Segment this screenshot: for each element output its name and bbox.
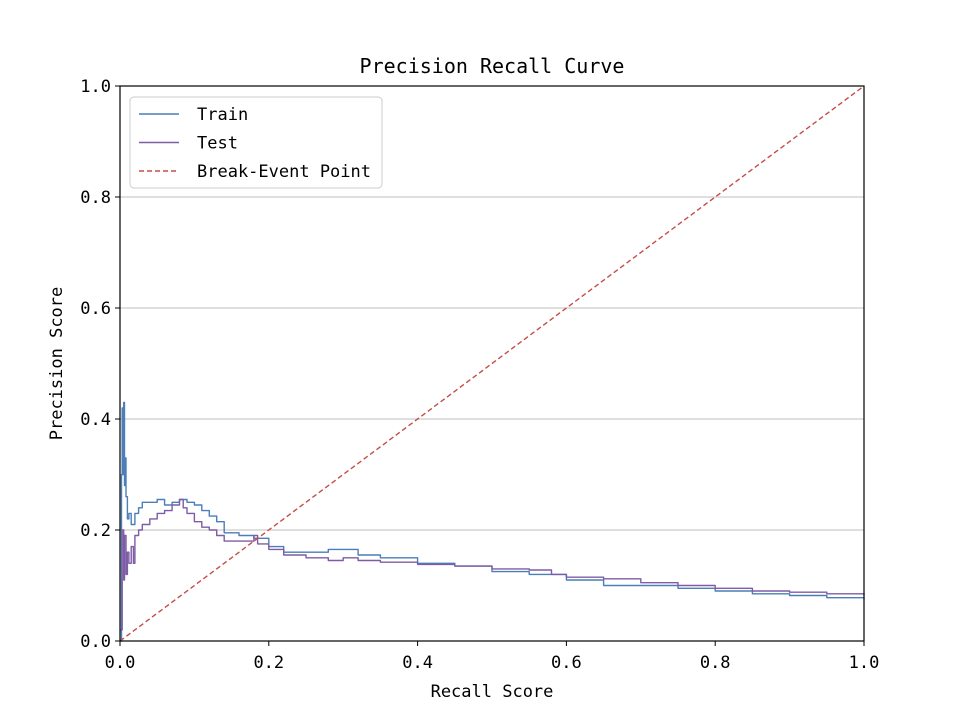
legend-label: Train bbox=[197, 105, 248, 125]
legend: Train Test Break-Event Point bbox=[129, 96, 383, 189]
x-tick-label: 0.4 bbox=[402, 653, 433, 673]
y-tick-label: 0.4 bbox=[80, 410, 111, 430]
y-axis-title: Precision Score bbox=[47, 287, 67, 441]
series-line-train bbox=[120, 401, 865, 642]
series-line-test bbox=[120, 498, 865, 631]
y-tick-label: 0.0 bbox=[80, 632, 111, 652]
x-tick-label: 1.0 bbox=[849, 653, 880, 673]
y-tick-label: 0.8 bbox=[80, 188, 111, 208]
grid-lines bbox=[120, 196, 864, 531]
x-axis-title: Recall Score bbox=[431, 682, 554, 702]
y-tick-label: 0.2 bbox=[80, 521, 111, 541]
y-tick-label: 1.0 bbox=[80, 77, 111, 97]
y-tick-label: 0.6 bbox=[80, 299, 111, 319]
x-tick-label: 0.2 bbox=[253, 653, 284, 673]
legend-label: Test bbox=[197, 134, 238, 154]
x-axis-ticks: 0.0 0.2 0.4 0.6 0.8 1.0 bbox=[105, 641, 880, 673]
x-tick-label: 0.6 bbox=[551, 653, 582, 673]
x-tick-label: 0.8 bbox=[700, 653, 731, 673]
y-axis-ticks: 0.0 0.2 0.4 0.6 0.8 1.0 bbox=[80, 77, 120, 652]
x-tick-label: 0.0 bbox=[105, 653, 136, 673]
legend-label: Break-Event Point bbox=[197, 162, 371, 182]
legend-box bbox=[129, 96, 383, 189]
plot-frame bbox=[119, 85, 865, 642]
chart-title: Precision Recall Curve bbox=[360, 54, 625, 78]
series-layer bbox=[119, 85, 865, 642]
series-line-break-event-point bbox=[119, 85, 865, 642]
